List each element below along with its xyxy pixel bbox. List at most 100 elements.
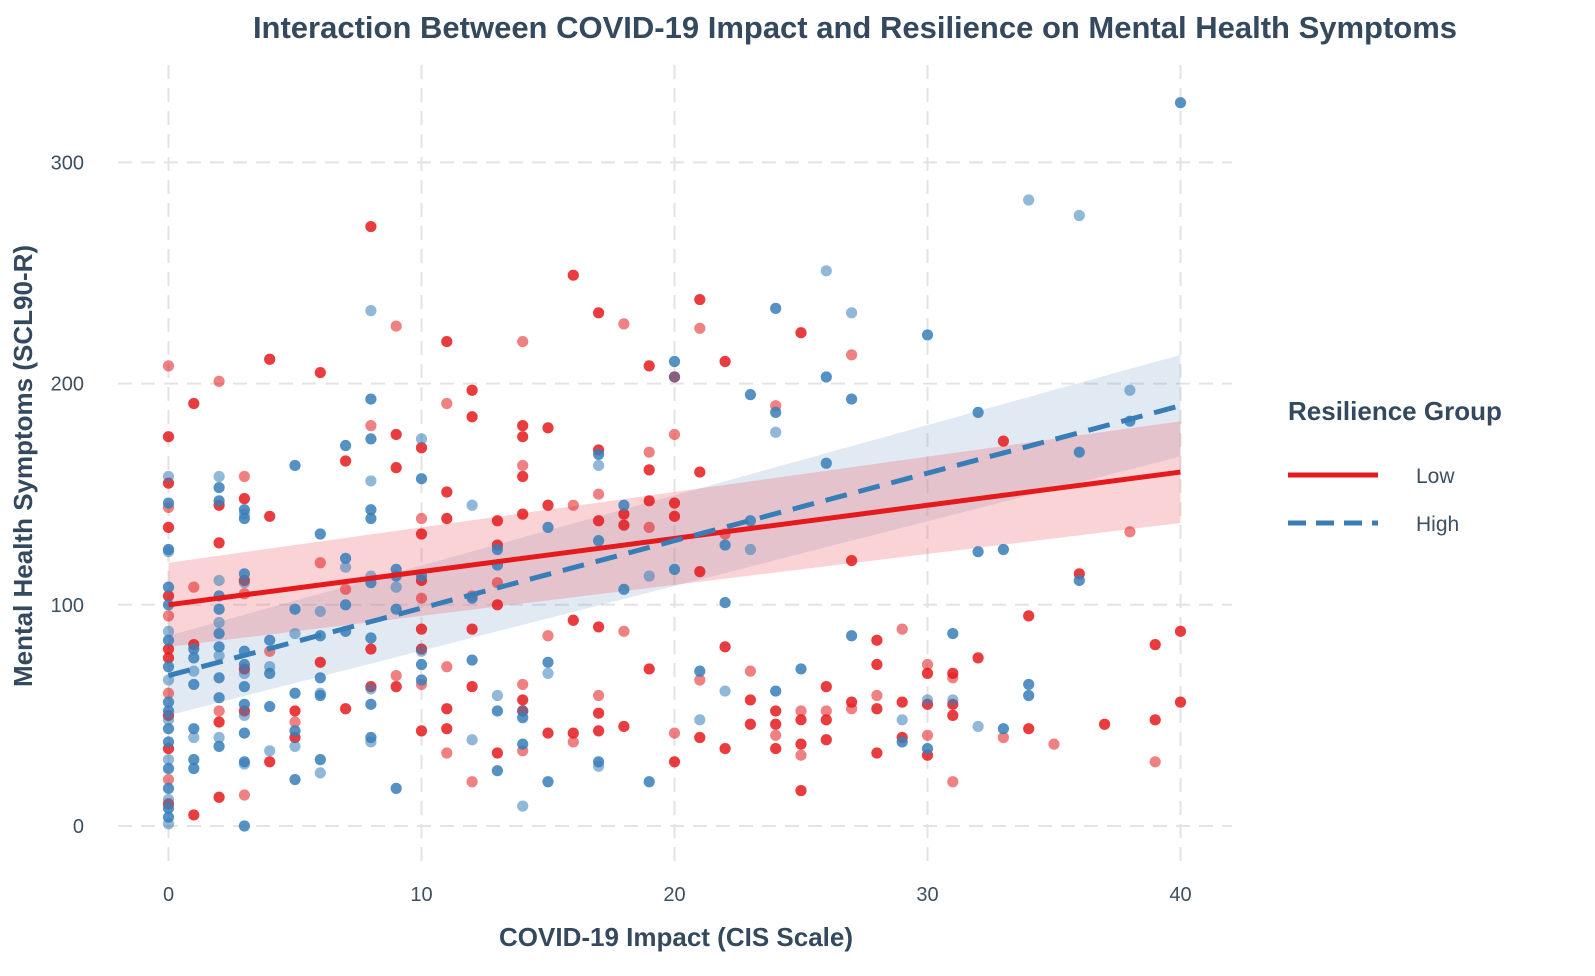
point-low (390, 320, 402, 332)
point-high (947, 627, 959, 640)
point-high (238, 820, 250, 832)
point-low (441, 747, 453, 759)
point-high (188, 643, 200, 655)
x-tick-label: 10 (410, 884, 432, 906)
point-low (593, 488, 605, 500)
point-high (365, 632, 377, 644)
point-low (921, 667, 934, 679)
point-low (770, 742, 782, 755)
point-low (694, 566, 706, 578)
point-low (921, 658, 934, 671)
point-low (213, 716, 225, 728)
point-low (1124, 526, 1136, 538)
point-high (238, 568, 250, 580)
point-high (365, 736, 377, 748)
point-low (415, 528, 428, 540)
point-low (238, 470, 250, 483)
point-low (846, 349, 858, 361)
point-high (162, 714, 175, 726)
x-axis-title: COVID-19 Impact (CIS Scale) (499, 922, 853, 952)
point-high (314, 689, 326, 702)
point-high (668, 371, 681, 383)
point-high (188, 762, 200, 775)
point-high (314, 672, 326, 684)
point-low (415, 592, 428, 604)
x-tick-label: 30 (916, 884, 938, 906)
point-high (162, 754, 175, 766)
point-low (264, 510, 276, 522)
point-high (340, 561, 352, 573)
point-high (820, 371, 832, 383)
point-low (1149, 714, 1161, 726)
point-low (567, 727, 579, 739)
point-high (770, 406, 782, 418)
point-high (542, 667, 554, 679)
point-low (289, 705, 301, 717)
point-high (1023, 678, 1035, 691)
point-high (921, 694, 934, 706)
point-high (593, 459, 605, 472)
point-high (162, 818, 175, 830)
scatter-points (162, 97, 1187, 832)
point-high (517, 800, 529, 812)
point-low (491, 515, 503, 527)
point-high (162, 705, 175, 717)
point-high (238, 698, 250, 710)
point-high (770, 685, 782, 697)
point-low (162, 643, 175, 655)
point-low (517, 459, 529, 472)
point-low (162, 590, 175, 602)
point-high (264, 634, 276, 646)
point-high (213, 650, 225, 662)
point-high (213, 470, 225, 483)
point-low (162, 687, 175, 699)
point-low (1149, 756, 1161, 768)
point-high (744, 543, 757, 556)
point-low (466, 681, 478, 693)
point-low (466, 384, 478, 396)
point-high (213, 692, 225, 704)
point-high (896, 714, 908, 726)
point-low (340, 583, 352, 595)
point-low (643, 495, 655, 507)
point-high (415, 433, 428, 445)
point-low (618, 519, 630, 531)
point-high (365, 475, 377, 487)
point-low (441, 335, 453, 348)
point-high (1023, 194, 1035, 206)
point-low (795, 738, 807, 750)
point-high (643, 570, 655, 582)
point-low (466, 411, 478, 423)
point-low (162, 431, 175, 443)
point-low (441, 486, 453, 498)
point-high (618, 583, 630, 595)
point-low (390, 669, 402, 682)
point-low (517, 508, 529, 520)
point-low (491, 747, 503, 759)
point-high (1073, 446, 1085, 458)
point-high (846, 307, 858, 319)
point-high (719, 596, 731, 609)
point-high (162, 723, 175, 735)
point-high (162, 696, 175, 708)
point-low (947, 709, 959, 722)
point-low (719, 641, 731, 653)
point-low (289, 716, 301, 728)
point-high (213, 627, 225, 640)
point-high (491, 543, 503, 556)
point-low (162, 652, 175, 664)
point-high (593, 760, 605, 772)
point-high (466, 654, 478, 666)
point-low (365, 220, 377, 233)
point-low (871, 658, 883, 671)
point-low (795, 749, 807, 761)
point-low (719, 355, 731, 368)
point-low (415, 623, 428, 635)
point-high (972, 546, 984, 558)
point-high (289, 773, 301, 786)
y-tick-label: 300 (51, 152, 84, 174)
point-low (441, 723, 453, 735)
y-tick-label: 200 (51, 374, 84, 396)
point-low (517, 694, 529, 706)
point-low (593, 707, 605, 719)
